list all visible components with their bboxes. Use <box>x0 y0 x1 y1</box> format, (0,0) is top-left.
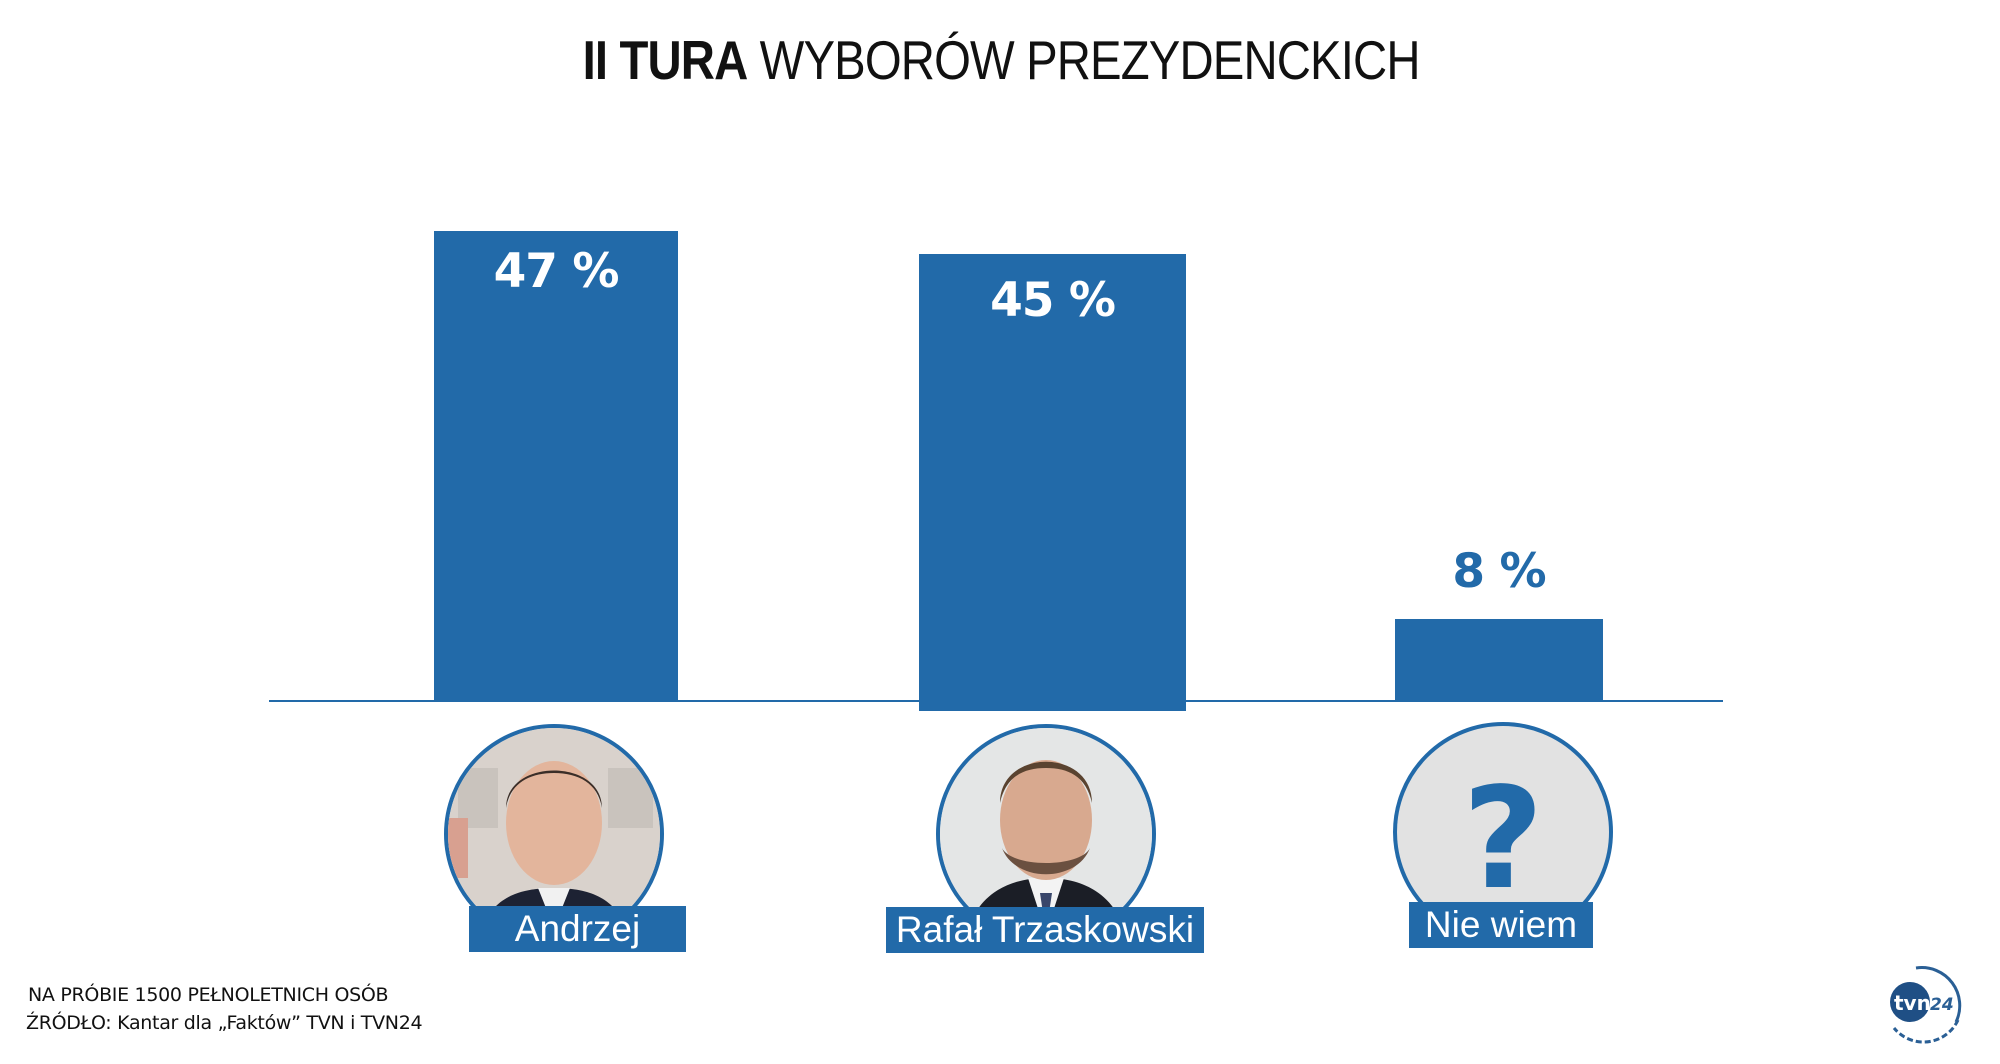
portrait-photo-icon <box>448 728 660 940</box>
title-light: WYBORÓW PREZYDENCKICH <box>759 29 1421 91</box>
x-axis-baseline <box>269 700 1723 702</box>
portrait-photo-icon <box>940 728 1152 940</box>
name-label-rafal-trzaskowski: Rafał Trzaskowski <box>886 907 1204 953</box>
chart-title: II TURA WYBORÓW PREZYDENCKICH <box>141 28 1861 92</box>
value-label-andrzej-duda: 47 % <box>493 244 620 299</box>
avatar-andrzej-duda <box>444 724 664 944</box>
value-label-rafal-trzaskowski: 45 % <box>990 273 1116 328</box>
svg-text:tvn: tvn <box>1894 991 1931 1015</box>
footer-source-note: ŹRÓDŁO: Kantar dla „Faktów” TVN i TVN24 <box>26 1012 423 1034</box>
question-mark-icon: ? <box>1462 758 1544 921</box>
value-label-nie-wiem: 8 % <box>1452 544 1546 599</box>
tvn24-logo: tvn 24 <box>1886 962 1970 1048</box>
tvn24-logo-icon: tvn 24 <box>1890 966 1962 1044</box>
bar-andrzej-duda <box>434 231 678 701</box>
title-bold: II TURA <box>582 29 749 91</box>
name-label-nie-wiem: Nie wiem <box>1409 902 1593 948</box>
svg-text:24: 24 <box>1930 995 1954 1015</box>
bar-rafal-trzaskowski <box>919 254 1186 711</box>
footer-sample-note: NA PRÓBIE 1500 PEŁNOLETNICH OSÓB <box>28 984 389 1006</box>
name-label-andrzej-duda: Andrzej Duda <box>469 906 686 995</box>
bar-nie-wiem <box>1395 619 1603 700</box>
